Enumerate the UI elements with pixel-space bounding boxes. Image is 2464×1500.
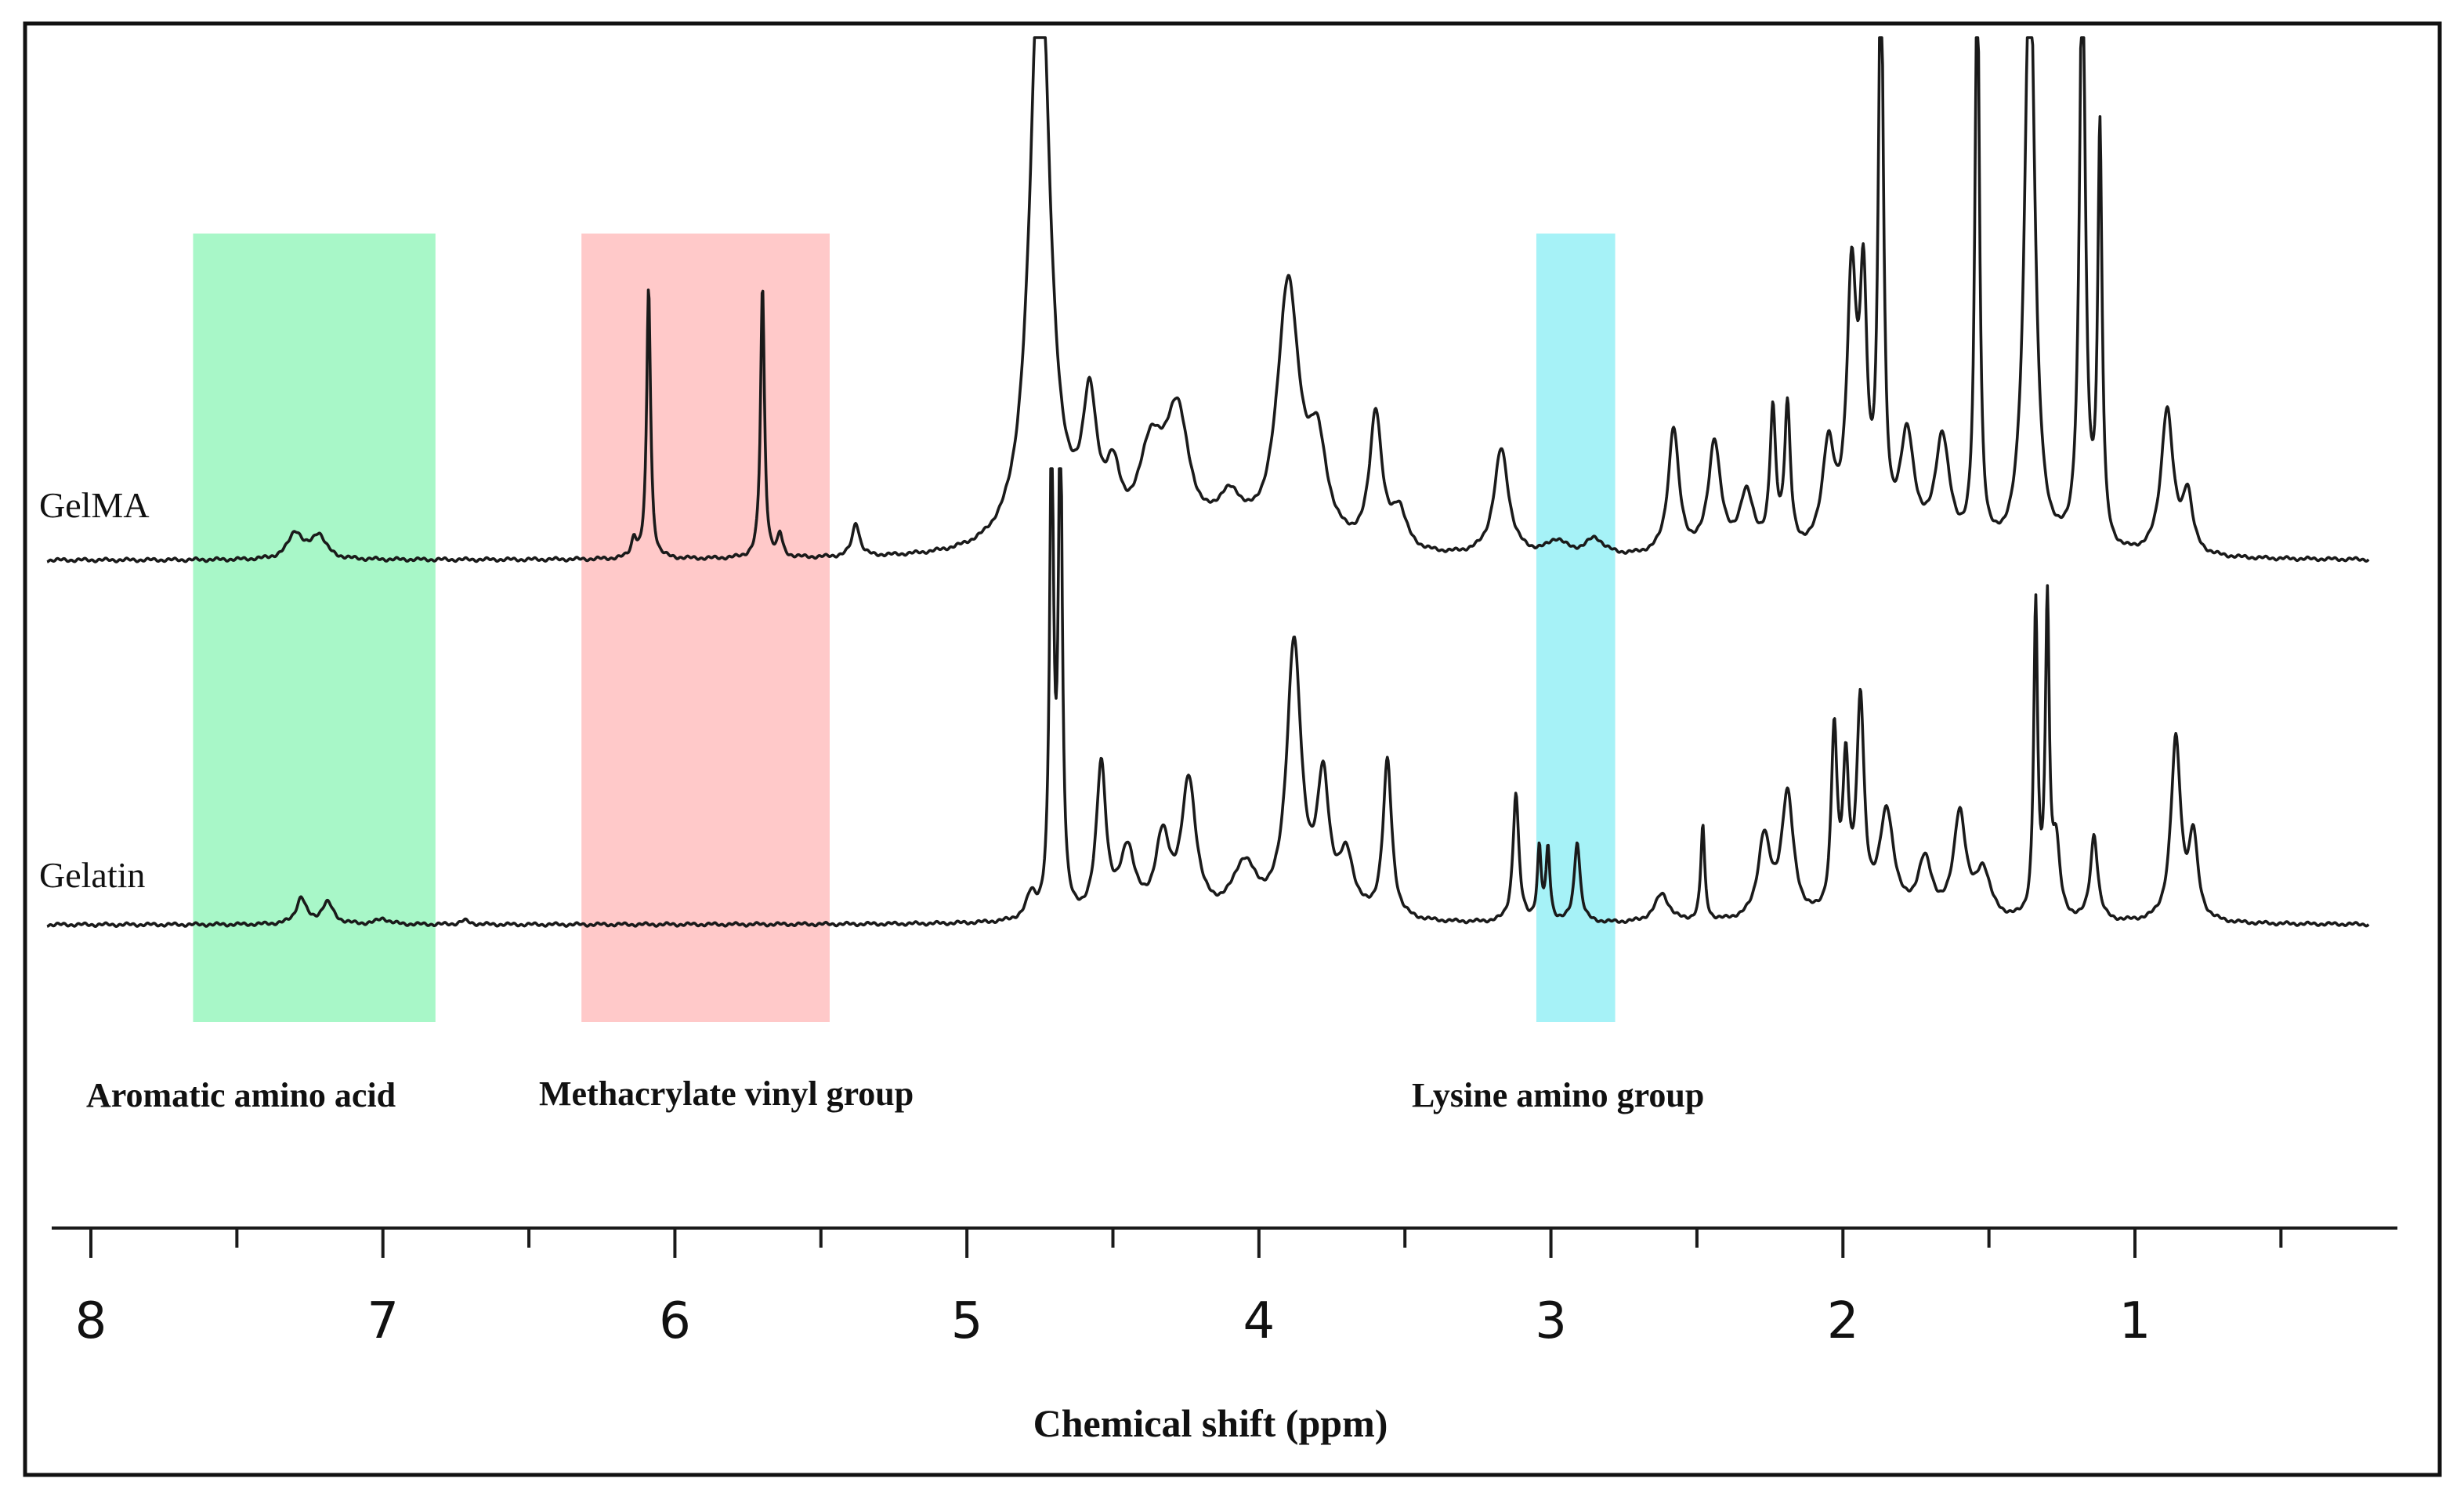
tick-label-5: 5 (951, 1292, 983, 1350)
highlight-regions (193, 234, 1616, 1022)
tick-label-6: 6 (659, 1292, 691, 1350)
tick-label-3: 3 (1535, 1292, 1567, 1350)
tick-label-4: 4 (1243, 1292, 1275, 1350)
tick-label-1: 1 (2119, 1292, 2151, 1350)
lysine-region-band (1536, 234, 1616, 1022)
aromatic-region-label: Aromatic amino acid (86, 1076, 396, 1114)
x-axis-title: Chemical shift (ppm) (1033, 1401, 1388, 1445)
gelma-trace-label: GelMA (39, 485, 150, 525)
methacrylate-region-band (581, 234, 830, 1022)
gelatin-spectrum-line (46, 467, 2370, 928)
gelatin-trace-label: Gelatin (39, 855, 145, 895)
figure-frame (23, 21, 2442, 1477)
lysine-region-label: Lysine amino group (1412, 1076, 1704, 1114)
tick-label-2: 2 (1827, 1292, 1859, 1350)
tick-label-7: 7 (367, 1292, 399, 1350)
tick-label-8: 8 (75, 1292, 107, 1350)
methacrylate-region-label: Methacrylate vinyl group (539, 1074, 914, 1113)
aromatic-region-band (193, 234, 436, 1022)
x-axis-ticks: 8 7 6 5 4 3 2 1 (75, 1228, 2283, 1350)
gelma-spectrum-line (46, 36, 2370, 563)
